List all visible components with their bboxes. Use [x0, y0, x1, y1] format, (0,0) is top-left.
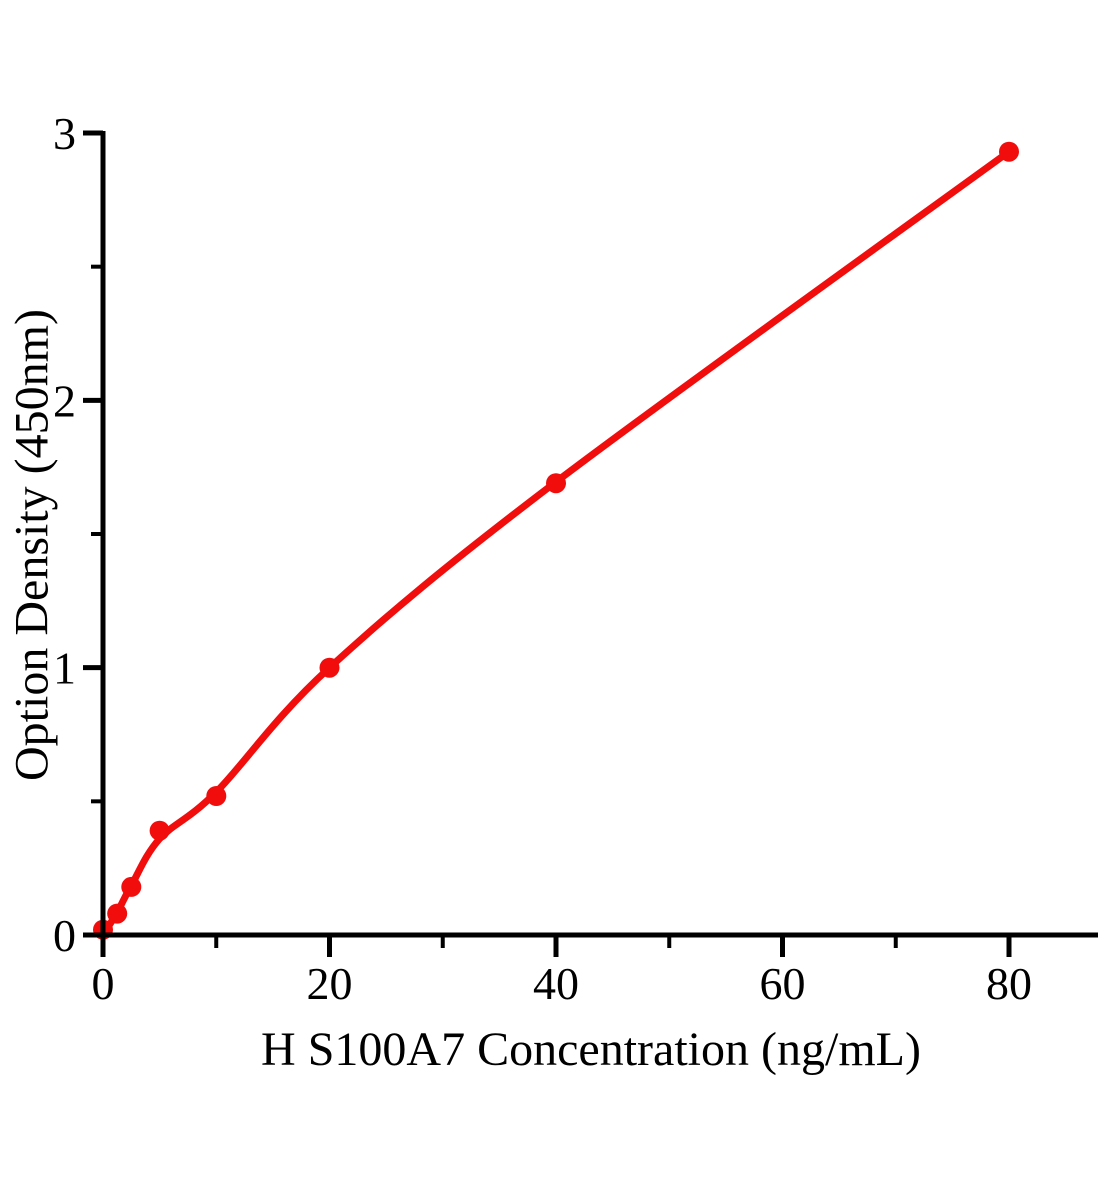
- y-tick-label-3: 3: [53, 108, 76, 159]
- x-tick-label-40: 40: [533, 958, 579, 1009]
- y-tick-label-1: 1: [53, 643, 76, 694]
- standard-curve-line: [99, 148, 1013, 939]
- y-tick-label-2: 2: [53, 375, 76, 426]
- data-point-10: [206, 786, 227, 806]
- data-point-80: [999, 141, 1019, 162]
- x-tick-label-80: 80: [986, 958, 1032, 1009]
- data-point-1.25: [107, 903, 128, 924]
- data-point-2.5: [121, 876, 142, 897]
- y-tick-label-0: 0: [53, 910, 76, 961]
- data-point-40: [546, 473, 566, 494]
- x-axis-title: H S100A7 Concentration (ng/mL): [261, 1023, 921, 1076]
- x-tick-label-0: 0: [92, 958, 115, 1009]
- data-point-20: [319, 657, 340, 678]
- x-tick-label-60: 60: [760, 958, 806, 1009]
- data-point-5: [149, 820, 170, 841]
- y-axis-title: Option Density (450nm): [5, 309, 59, 781]
- x-tick-label-20: 20: [307, 958, 353, 1009]
